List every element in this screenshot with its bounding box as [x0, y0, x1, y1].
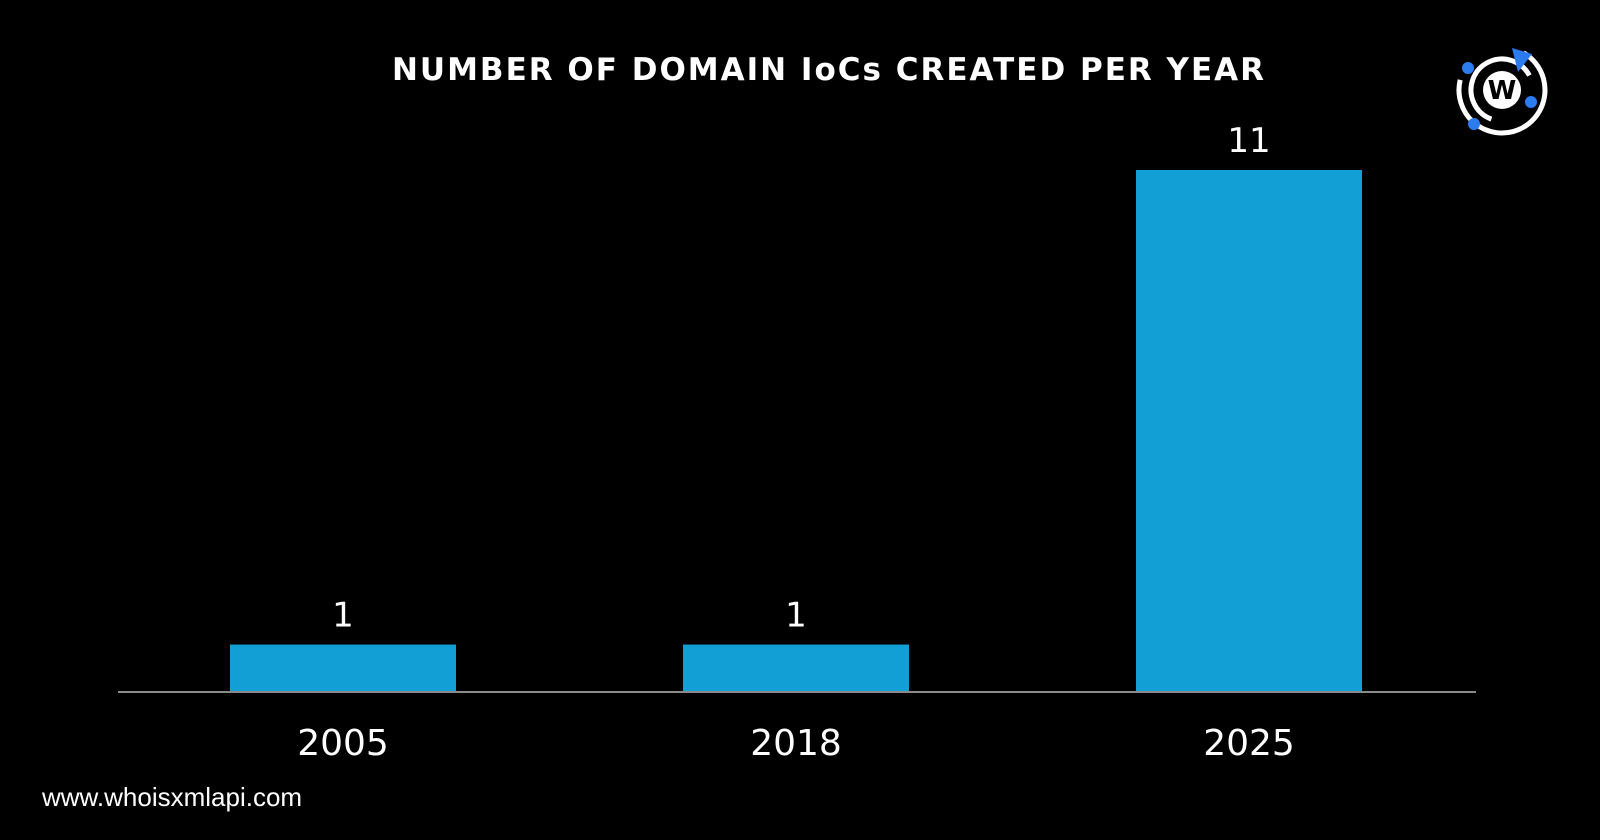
data-label-2018: 1	[785, 596, 807, 636]
bar-2005	[230, 644, 456, 692]
labels-layer: 1 2005 1 2018 11 2025	[297, 121, 1295, 764]
bar-2025	[1136, 170, 1362, 692]
x-tick-label-2025: 2025	[1203, 723, 1295, 764]
website-url: www.whoisxmlapi.com	[42, 782, 303, 812]
chart-title: NUMBER OF DOMAIN IoCs CREATED PER YEAR	[391, 52, 1267, 88]
data-label-2005: 1	[332, 596, 354, 636]
x-tick-label-2005: 2005	[297, 723, 389, 764]
logo-letter: W	[1488, 76, 1517, 106]
bar-2018	[683, 644, 909, 692]
data-label-2025: 11	[1227, 121, 1270, 161]
bars-layer	[230, 170, 1362, 692]
x-tick-label-2018: 2018	[750, 723, 842, 764]
whoisxmlapi-logo-icon: W	[1456, 44, 1548, 136]
